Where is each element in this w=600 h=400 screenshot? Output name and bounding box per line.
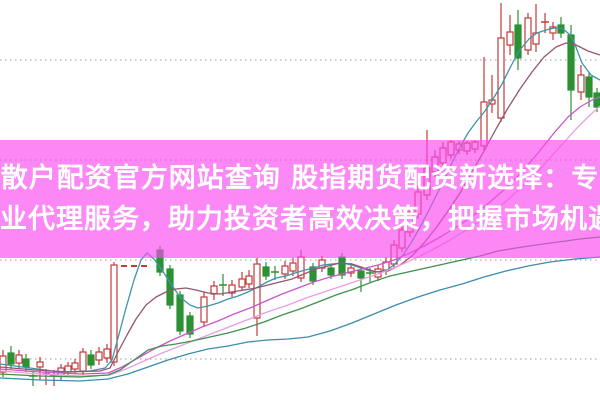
bearish-candle-body [585,76,593,98]
bullish-candle-body [110,264,118,363]
ma-slow-teal-line [0,256,600,382]
bullish-candle-body [71,362,79,370]
bearish-candle-body [514,24,522,59]
bearish-candle-body [593,92,600,108]
bullish-candle-body [238,278,246,288]
bearish-candle-body [176,294,184,332]
bullish-candle-body [15,354,23,364]
bullish-candle-body [289,262,297,272]
bullish-candle-body [577,74,585,93]
bearish-candle-body [357,270,365,279]
bearish-candle-body [7,352,15,365]
bearish-candle-body [186,315,194,335]
banner-text-line1: 散户配资官方网站查询 股指期货配资新选择：专 [0,163,600,194]
bearish-candle-body [567,34,575,91]
bearish-candle-body [327,267,335,276]
bearish-candle-body [166,268,174,306]
bearish-candle-body [309,266,317,282]
bullish-candle-body [79,351,87,372]
ma-maroon-line [0,42,600,373]
promo-banner-overlay: 散户配资官方网站查询 股指期货配资新选择：专 业代理服务，助力投资者高效决策，把… [0,140,600,258]
banner-text-line2: 业代理服务，助力投资者高效决策，把握市场机遇 [0,204,600,235]
bullish-candle-body [36,361,44,368]
bullish-candle-body [281,265,289,275]
bearish-candle-body [338,256,346,276]
bullish-candle-body [245,275,253,285]
bearish-candle-body [87,354,95,366]
bullish-candle-body [228,284,236,294]
bullish-candle-body [253,263,261,319]
bullish-candle-body [549,26,557,34]
bullish-candle-body [200,296,208,323]
bearish-candle-body [22,358,30,368]
bullish-candle-body [95,351,103,361]
bullish-candle-body [103,348,111,359]
bullish-candle-body [524,17,532,51]
bullish-candle-body [497,37,505,119]
bullish-candle-body [506,31,514,46]
bearish-candle-body [262,266,270,277]
